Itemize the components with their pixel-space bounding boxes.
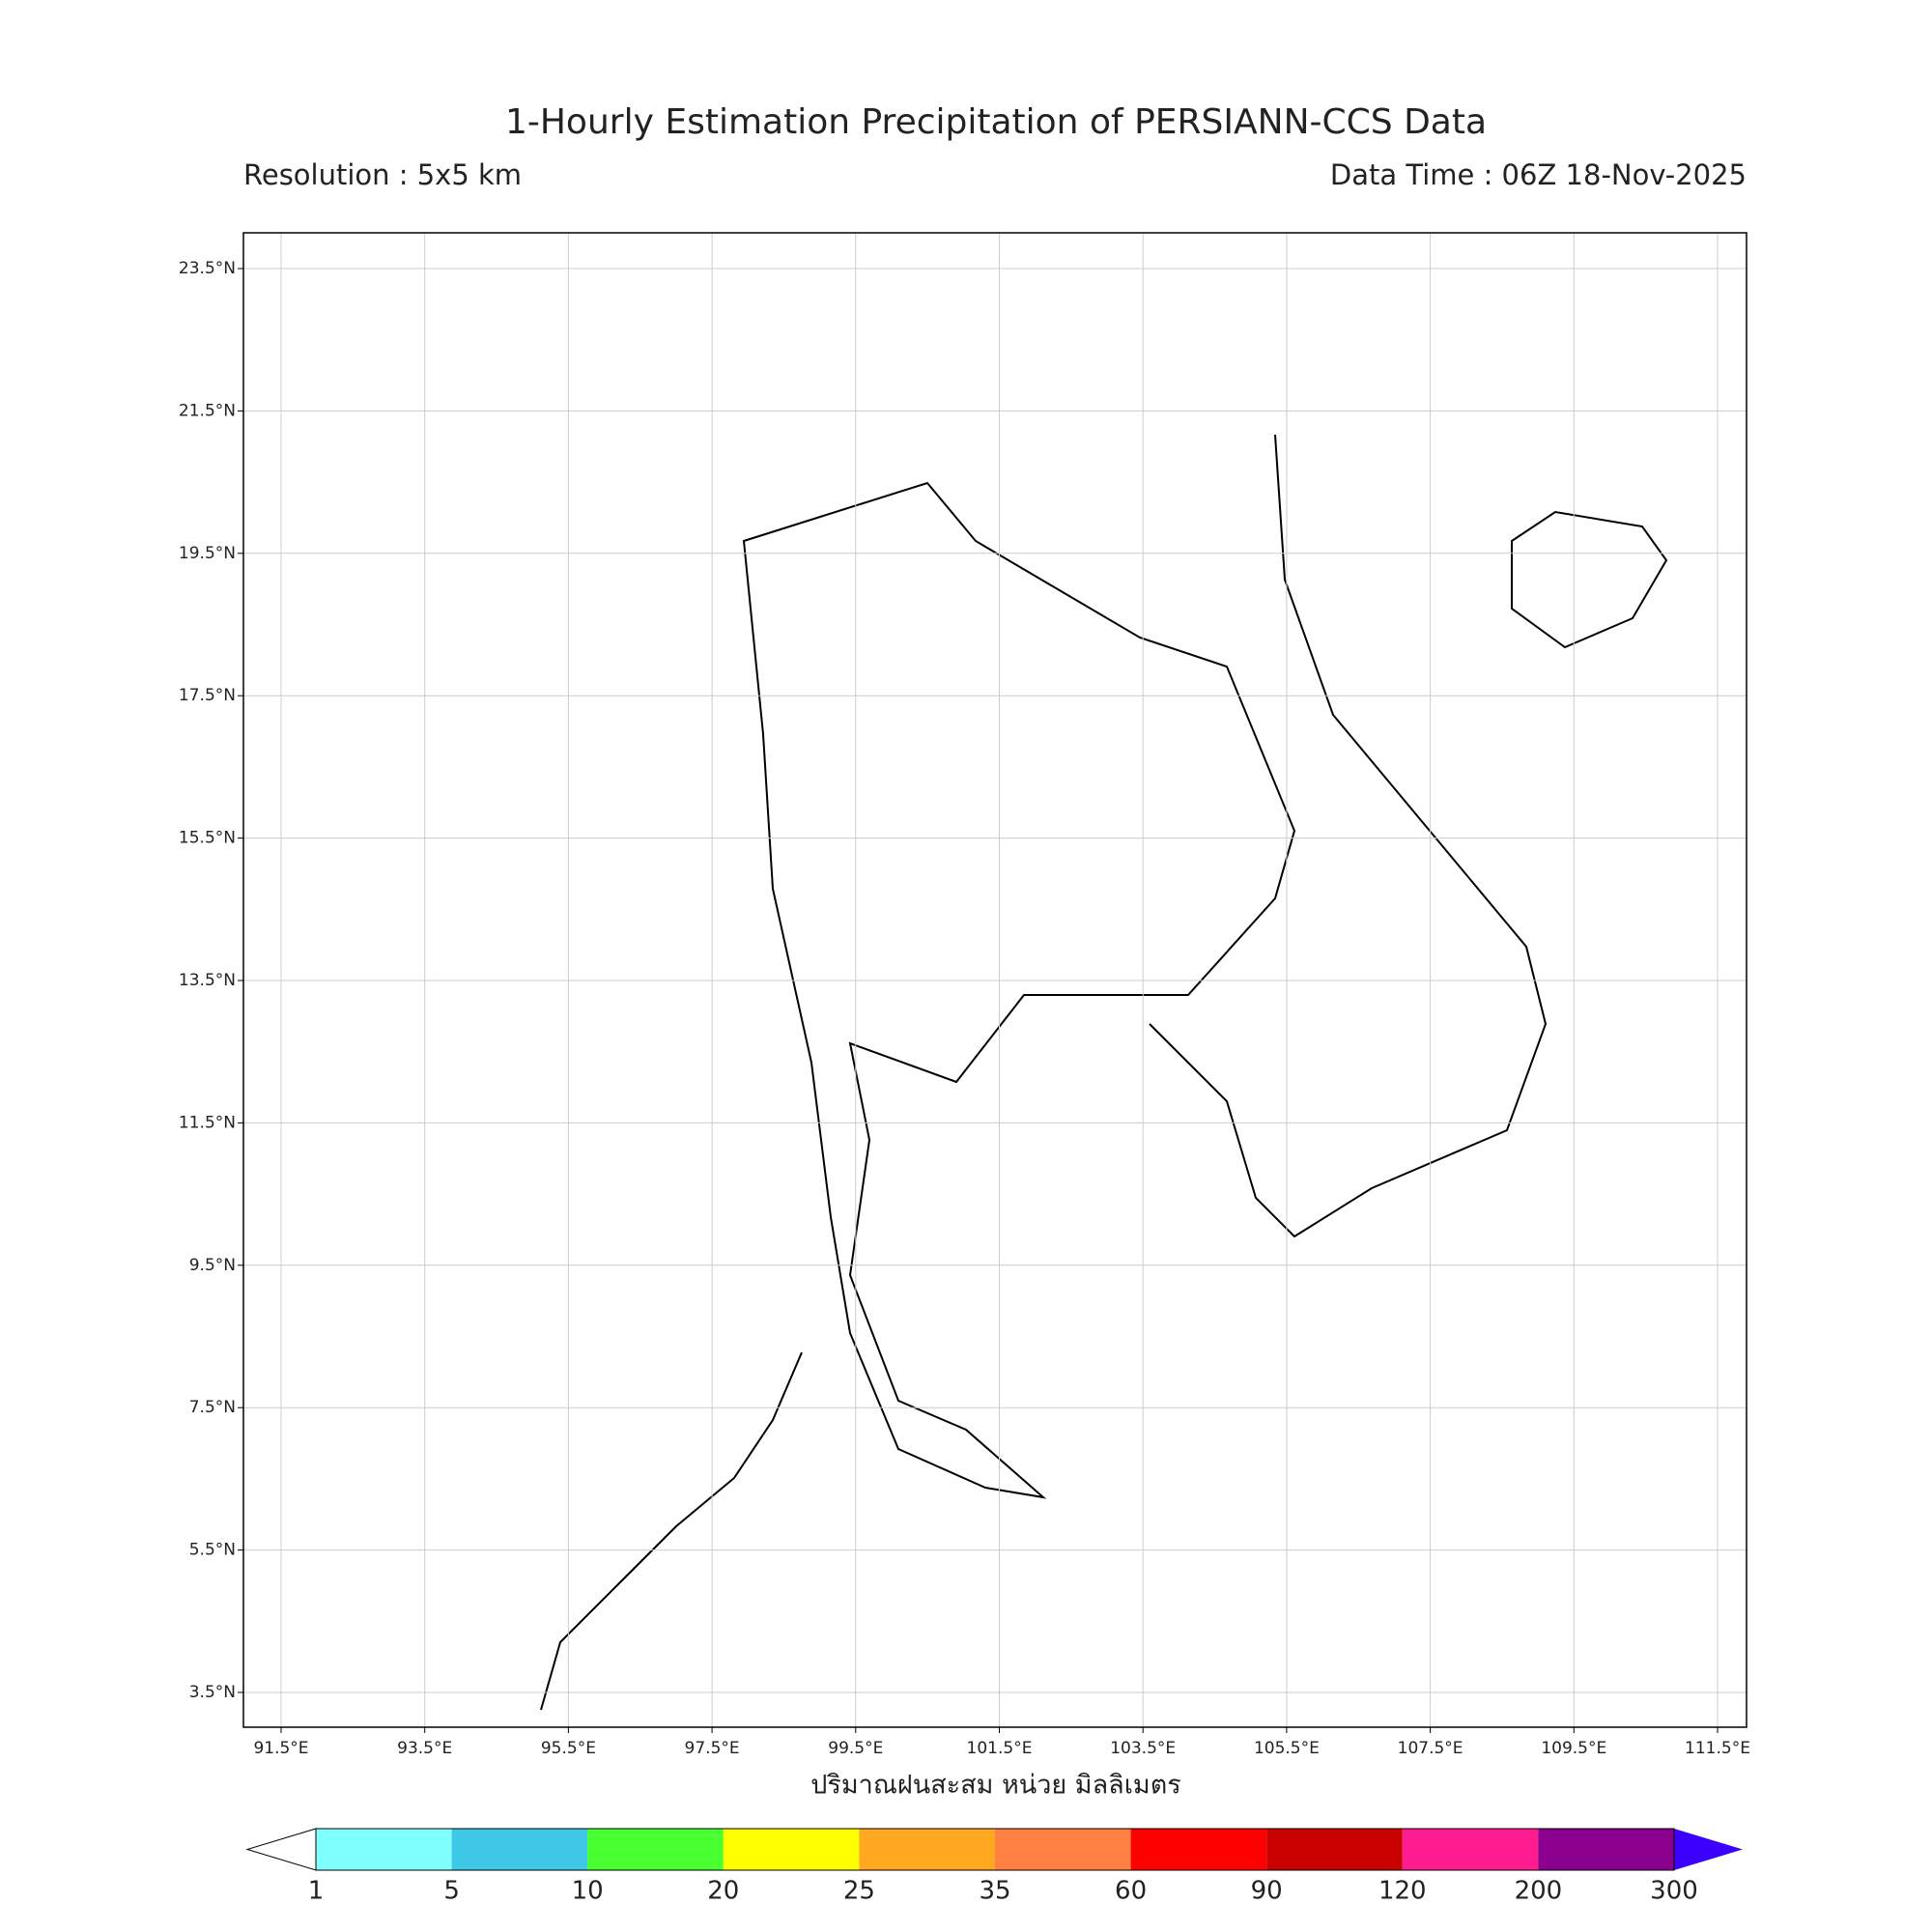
colorbar: 1 5 10 20 25 35 60 90 120 200 300 [245,1828,1743,1906]
lon-label: 107.5°E [1398,1739,1463,1758]
colorbar-over [1674,1829,1743,1870]
colorbar-label: 200 [1515,1877,1563,1906]
lon-label: 101.5°E [967,1739,1033,1758]
lon-label: 109.5°E [1541,1739,1606,1758]
colorbar-bin [859,1829,995,1870]
lat-label: 11.5°N [179,1113,236,1132]
colorbar-label: 90 [1251,1877,1283,1906]
colorbar-bin [451,1829,588,1870]
lat-label: 9.5°N [189,1256,236,1275]
colorbar-label: 20 [707,1877,739,1906]
title: 1-Hourly Estimation Precipitation of PER… [505,102,1487,142]
colorbar-bin [316,1829,452,1870]
colorbar-label: 1 [308,1877,325,1906]
data-time: Data Time : 06Z 18-Nov-2025 [1330,158,1747,191]
colorbar-label: 5 [443,1877,460,1906]
lat-label: 7.5°N [189,1398,236,1417]
coastline [1149,434,1548,1238]
colorbar-bin [1538,1829,1674,1870]
coastline [540,1351,803,1711]
island [1511,510,1668,649]
lat-label: 15.5°N [179,829,236,848]
lon-label: 93.5°E [397,1739,452,1758]
lon-label: 111.5°E [1685,1739,1750,1758]
colorbar-under [245,1828,317,1871]
colorbar-bin [995,1829,1131,1870]
lat-label: 19.5°N [179,544,236,563]
lat-label: 17.5°N [179,686,236,705]
lon-label: 97.5°E [685,1739,740,1758]
lon-label: 105.5°E [1254,1739,1320,1758]
map [238,232,1747,1733]
colorbar-bin [1266,1829,1403,1870]
colorbar-label: 120 [1378,1877,1427,1906]
lat-label: 3.5°N [189,1683,236,1702]
colorbar-label: 10 [572,1877,604,1906]
colorbar-label: 25 [843,1877,875,1906]
colorbar-bin [1130,1829,1267,1870]
colorbar-label: 35 [979,1877,1010,1906]
lon-label: 99.5°E [828,1739,883,1758]
lon-label: 103.5°E [1110,1739,1176,1758]
colorbar-bin [1402,1829,1539,1870]
colorbar-label: 60 [1115,1877,1147,1906]
lon-label: 95.5°E [541,1739,596,1758]
colorbar-bin [587,1829,724,1870]
lat-label: 21.5°N [179,401,236,420]
coastline [742,481,1296,1499]
lat-label: 5.5°N [189,1541,236,1560]
axis-label: ปริมาณฝนสะสม หน่วย มิลลิเมตร [810,1771,1181,1801]
map-frame [242,232,1747,1728]
lat-label: 23.5°N [179,259,236,278]
colorbar-label: 300 [1650,1877,1698,1906]
lon-label: 91.5°E [253,1739,308,1758]
lat-label: 13.5°N [179,971,236,990]
resolution: Resolution : 5x5 km [243,158,522,191]
colorbar-frame [315,1828,1675,1871]
colorbar-bin [723,1829,860,1870]
